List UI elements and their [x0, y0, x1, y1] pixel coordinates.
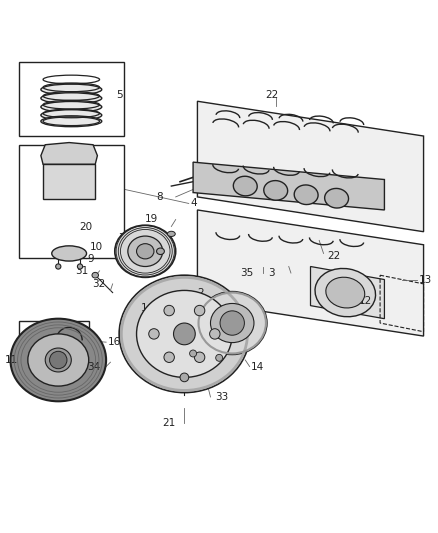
Ellipse shape [41, 116, 102, 127]
Ellipse shape [119, 275, 250, 393]
Polygon shape [41, 142, 97, 164]
Ellipse shape [326, 277, 365, 308]
Circle shape [190, 350, 197, 357]
Ellipse shape [137, 290, 232, 377]
Ellipse shape [156, 248, 164, 255]
Ellipse shape [115, 225, 176, 277]
Bar [41, 116, 102, 127]
Circle shape [215, 354, 223, 361]
Ellipse shape [325, 189, 349, 208]
Ellipse shape [41, 101, 102, 112]
Text: 31: 31 [75, 266, 89, 276]
Polygon shape [193, 162, 385, 210]
Circle shape [220, 311, 244, 335]
Ellipse shape [315, 269, 375, 317]
Circle shape [49, 351, 67, 369]
Bar [41, 109, 102, 121]
Ellipse shape [233, 176, 257, 196]
Ellipse shape [92, 272, 99, 278]
Ellipse shape [11, 319, 106, 401]
Circle shape [173, 323, 195, 345]
Text: 22: 22 [327, 251, 340, 261]
Text: 33: 33 [215, 392, 228, 402]
Ellipse shape [128, 236, 162, 266]
Text: 12: 12 [359, 296, 372, 306]
Text: 5: 5 [116, 90, 123, 100]
Polygon shape [311, 266, 385, 319]
Polygon shape [198, 101, 424, 232]
Text: 35: 35 [240, 268, 253, 278]
Circle shape [164, 352, 174, 362]
Text: 8: 8 [156, 192, 162, 202]
Text: 11: 11 [5, 355, 18, 365]
Text: 13: 13 [418, 274, 431, 285]
Text: 32: 32 [92, 279, 105, 289]
Circle shape [194, 352, 205, 362]
Ellipse shape [56, 264, 61, 269]
Ellipse shape [211, 303, 254, 343]
Bar [19, 145, 124, 258]
Ellipse shape [294, 185, 318, 205]
Text: 16: 16 [107, 337, 120, 347]
Text: 22: 22 [265, 90, 278, 100]
Polygon shape [198, 210, 424, 336]
Ellipse shape [167, 231, 175, 237]
Text: 10: 10 [90, 242, 103, 252]
Circle shape [180, 373, 189, 382]
Circle shape [164, 305, 174, 316]
Bar [41, 101, 102, 112]
Ellipse shape [41, 93, 102, 103]
Ellipse shape [52, 246, 87, 261]
Circle shape [210, 329, 220, 339]
Circle shape [149, 329, 159, 339]
Ellipse shape [28, 334, 89, 386]
Text: 21: 21 [162, 418, 176, 428]
Ellipse shape [45, 348, 71, 372]
Ellipse shape [41, 84, 102, 95]
Text: 19: 19 [145, 214, 158, 224]
Text: 4: 4 [191, 198, 198, 208]
Ellipse shape [198, 292, 267, 354]
Bar [41, 93, 102, 104]
Text: 3: 3 [268, 268, 275, 278]
Text: 14: 14 [251, 361, 264, 372]
Bar [19, 62, 124, 136]
Text: 20: 20 [79, 222, 92, 232]
Text: 6: 6 [146, 322, 153, 333]
Circle shape [194, 305, 205, 316]
Bar [41, 84, 102, 95]
Polygon shape [43, 164, 95, 199]
Text: 34: 34 [88, 361, 101, 372]
Ellipse shape [78, 264, 83, 269]
Text: 9: 9 [88, 254, 95, 264]
Ellipse shape [137, 244, 154, 259]
Text: 2: 2 [198, 288, 204, 298]
Text: 1: 1 [141, 303, 148, 313]
Ellipse shape [264, 181, 288, 200]
Bar [19, 321, 89, 360]
Ellipse shape [41, 110, 102, 120]
Text: 7: 7 [118, 233, 125, 243]
